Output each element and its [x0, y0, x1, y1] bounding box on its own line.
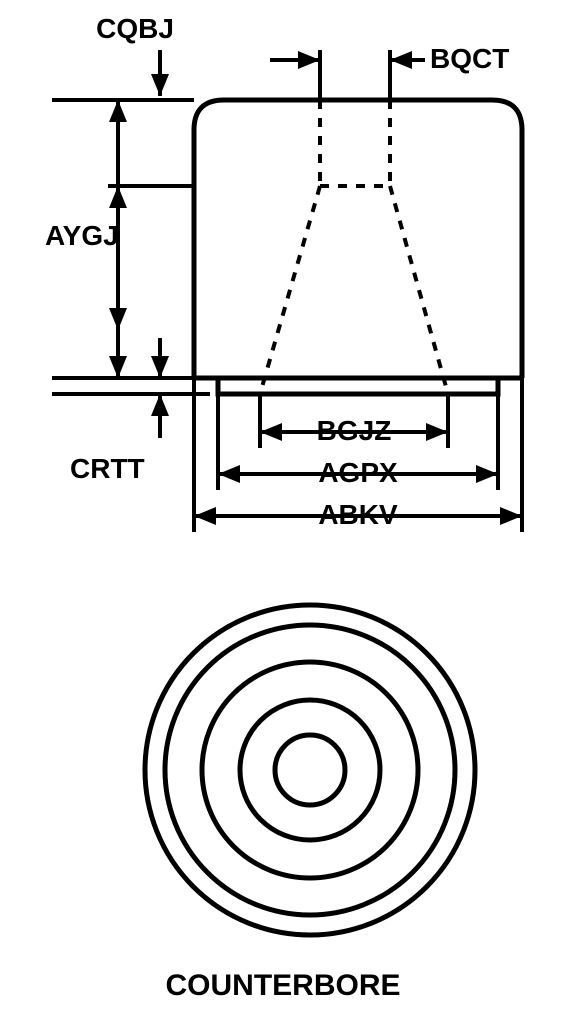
background [0, 0, 566, 1022]
figure-title: COUNTERBORE [165, 969, 400, 1002]
dim-label: CRTT [70, 453, 145, 484]
dim-label: ABKV [318, 499, 398, 530]
dim-label: BQCT [430, 43, 509, 74]
dim-label: BGJZ [317, 415, 392, 446]
dim-label: AGPX [318, 457, 398, 488]
dim-label: AYGJ [45, 220, 119, 251]
dim-label: CQBJ [96, 13, 174, 44]
